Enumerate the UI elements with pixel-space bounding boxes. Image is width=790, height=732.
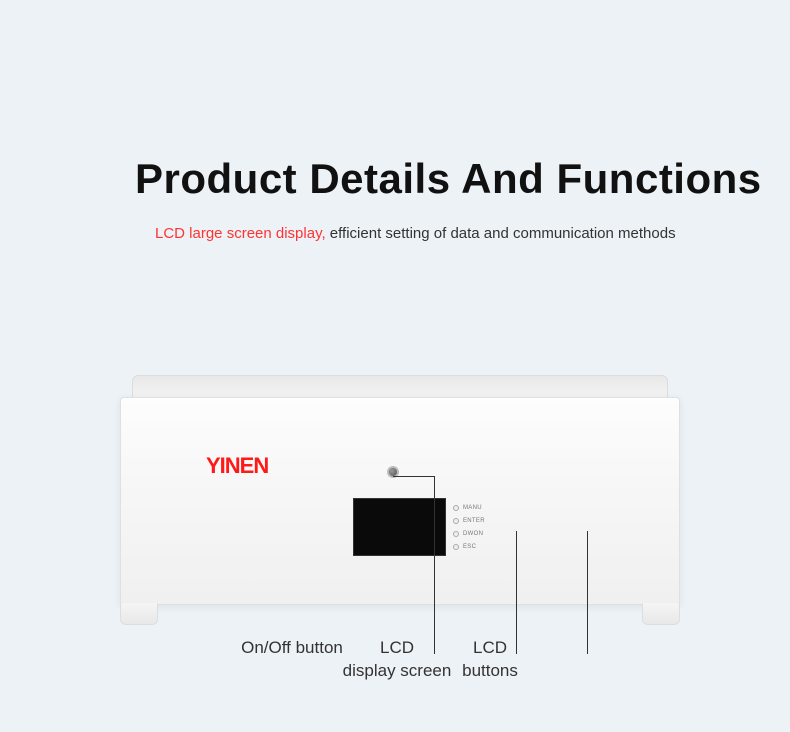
- lcd-screen: [353, 498, 446, 556]
- device-foot: [642, 603, 680, 625]
- lcd-buttons-group: MANU ENTER DWON ESC: [453, 501, 485, 553]
- callout-line: [587, 531, 588, 654]
- subtitle-highlight: LCD large screen display,: [155, 225, 326, 242]
- callout-lcd-buttons: LCDbuttons: [440, 637, 540, 683]
- callout-line: [516, 531, 517, 654]
- button-label: MANU: [463, 505, 482, 511]
- lcd-button-row: ENTER: [453, 514, 485, 527]
- page-title: Product Details And Functions: [135, 155, 762, 203]
- button-label: ENTER: [463, 518, 485, 524]
- lcd-button-row: ESC: [453, 540, 485, 553]
- lcd-button-row: MANU: [453, 501, 485, 514]
- device-foot: [120, 603, 158, 625]
- button-label: DWON: [463, 531, 483, 537]
- callout-line: [434, 476, 435, 654]
- callout-line: [393, 476, 434, 477]
- button-dot-icon: [453, 518, 459, 524]
- lcd-button-row: DWON: [453, 527, 485, 540]
- subtitle: LCD large screen display, efficient sett…: [155, 225, 676, 242]
- product-device: YINEN MANU ENTER DWON ESC: [120, 375, 680, 625]
- device-body: YINEN MANU ENTER DWON ESC: [120, 397, 680, 605]
- brand-logo: YINEN: [206, 453, 268, 479]
- button-label: ESC: [463, 544, 476, 550]
- subtitle-rest: efficient setting of data and communicat…: [326, 225, 676, 242]
- button-dot-icon: [453, 531, 459, 537]
- button-dot-icon: [453, 544, 459, 550]
- button-dot-icon: [453, 505, 459, 511]
